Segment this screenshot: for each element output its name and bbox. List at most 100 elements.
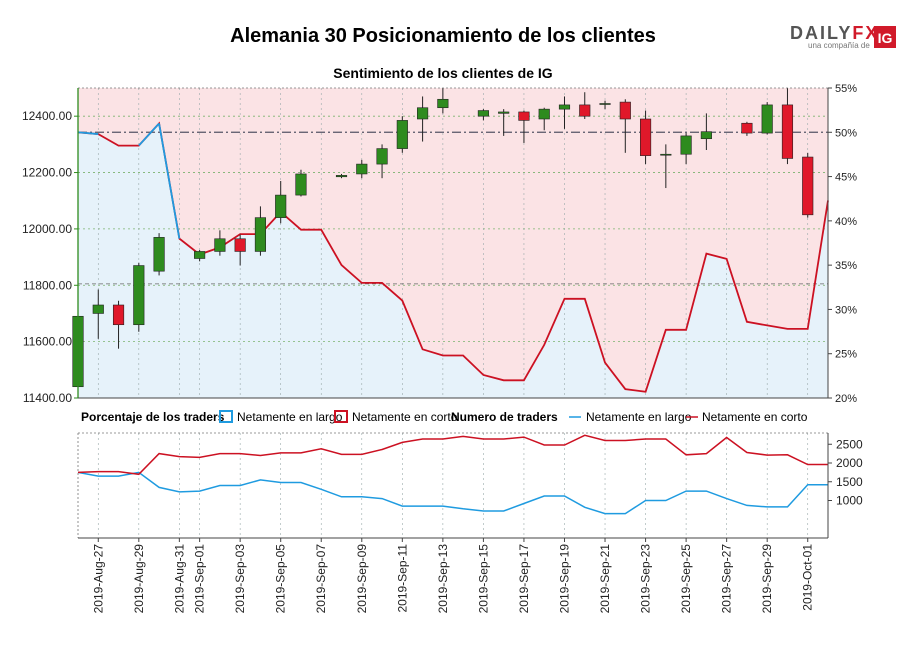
candle-body xyxy=(153,237,165,272)
candle-body xyxy=(356,163,368,175)
price-tick-label: 12200.00 xyxy=(22,166,72,180)
x-tick-label: 2019-Sep-21 xyxy=(598,544,612,614)
legend-num-title: Numero de traders xyxy=(451,410,558,424)
x-tick-label: 2019-Sep-09 xyxy=(355,544,369,614)
candle-body xyxy=(761,104,773,134)
chart-subtitle: Sentimiento de los clientes de IG xyxy=(333,65,552,81)
count-short-line xyxy=(77,434,828,476)
pct-tick-label: 30% xyxy=(835,304,857,316)
count-tick-label: 2500 xyxy=(836,437,863,451)
candle xyxy=(275,181,287,224)
legend-num-short: Netamente en corto xyxy=(702,410,808,424)
x-tick-label: 2019-Aug-27 xyxy=(91,544,105,614)
x-tick-label: 2019-Sep-17 xyxy=(517,544,531,614)
candle xyxy=(376,144,388,179)
pct-tick-label: 25% xyxy=(835,349,857,361)
short-area xyxy=(78,88,828,392)
candle-body xyxy=(275,194,287,218)
candle xyxy=(599,100,611,110)
candle-body xyxy=(194,251,206,259)
chart-title: Alemania 30 Posicionamiento de los clien… xyxy=(230,25,656,47)
pct-tick-label: 20% xyxy=(835,393,857,405)
price-tick-label: 11600.00 xyxy=(23,335,72,349)
candle xyxy=(396,116,408,153)
candle-body xyxy=(700,131,712,140)
x-tick-label: 2019-Sep-27 xyxy=(720,544,734,614)
count-long-line xyxy=(77,471,828,515)
legend-pct-title: Porcentaje de los traders xyxy=(81,410,225,424)
logo-brand: DAILYFX xyxy=(790,23,879,43)
candle xyxy=(518,110,530,143)
logo-brand-b: FX xyxy=(852,23,879,43)
candle-body xyxy=(619,101,631,120)
x-tick-label: 2019-Sep-15 xyxy=(476,544,490,614)
candle xyxy=(741,121,753,136)
x-tick-label: 2019-Aug-29 xyxy=(132,544,146,614)
pct-tick-label: 35% xyxy=(835,260,857,272)
candle xyxy=(639,110,652,165)
candle xyxy=(417,96,429,142)
candle xyxy=(194,250,206,262)
candle xyxy=(660,144,672,189)
sub-panel: 1000 1500 2000 2500 xyxy=(77,432,863,539)
candle xyxy=(437,88,449,114)
candle-body xyxy=(660,153,672,156)
sentiment-line-long-segment xyxy=(138,122,160,147)
candle-body xyxy=(417,107,429,120)
legend-pct-long-swatch xyxy=(219,410,233,423)
candle-body xyxy=(295,173,307,196)
candle-body xyxy=(579,104,591,117)
candle xyxy=(254,206,267,256)
dailyfx-logo: DAILYFX una compañía de IG xyxy=(790,23,896,50)
candle-body xyxy=(639,118,652,156)
legend-num-long: Netamente en largo xyxy=(586,410,692,424)
candle xyxy=(579,92,591,119)
candle-body xyxy=(214,238,226,252)
x-tick-label: 2019-Sep-01 xyxy=(193,544,207,614)
candle xyxy=(295,169,307,197)
candle-body xyxy=(680,135,692,155)
logo-brand-a: DAILY xyxy=(790,23,852,43)
x-tick-label: 2019-Sep-07 xyxy=(314,544,328,614)
x-tick-label: 2019-Sep-11 xyxy=(395,544,409,613)
candle-body xyxy=(335,175,348,178)
x-tick-label: 2019-Sep-25 xyxy=(679,544,693,614)
candle-body xyxy=(376,148,388,165)
count-tick-label: 1500 xyxy=(836,475,863,489)
count-tick-label: 2000 xyxy=(836,456,863,470)
candle xyxy=(619,99,631,153)
price-tick-label: 11800.00 xyxy=(23,278,72,292)
candle-body xyxy=(741,122,753,134)
legend-pct-short-swatch xyxy=(334,410,348,423)
x-tick-label: 2019-Sep-13 xyxy=(436,544,450,614)
price-tick-label: 12000.00 xyxy=(22,222,72,236)
candle xyxy=(112,300,125,349)
x-tick-label: 2019-Sep-19 xyxy=(557,544,571,614)
price-tick-label: 12400.00 xyxy=(22,109,72,123)
candle xyxy=(477,109,489,121)
candle-body xyxy=(802,156,814,216)
x-tick-label: 2019-Aug-31 xyxy=(172,544,186,614)
candle-body xyxy=(498,111,510,114)
legend-pct-long: Netamente en largo xyxy=(237,410,343,424)
candle-body xyxy=(254,217,267,252)
candle xyxy=(214,230,226,256)
price-tick-label: 11400.00 xyxy=(23,391,72,405)
logo-sub: una compañía de xyxy=(808,41,870,50)
candle-body xyxy=(599,103,611,105)
candle-body xyxy=(396,120,408,149)
candle-body xyxy=(477,110,489,117)
candle xyxy=(558,96,571,129)
x-tick-label: 2019-Sep-03 xyxy=(233,544,247,614)
x-tick-label: 2019-Sep-23 xyxy=(639,544,653,614)
candle-body xyxy=(781,104,794,159)
candle-body xyxy=(538,108,550,120)
candle-body xyxy=(133,265,145,326)
candle xyxy=(234,234,246,266)
candle-body xyxy=(234,238,246,252)
candle xyxy=(356,159,368,179)
ig-badge-text: IG xyxy=(878,30,893,46)
candle xyxy=(153,233,165,276)
pct-tick-label: 40% xyxy=(835,216,857,228)
